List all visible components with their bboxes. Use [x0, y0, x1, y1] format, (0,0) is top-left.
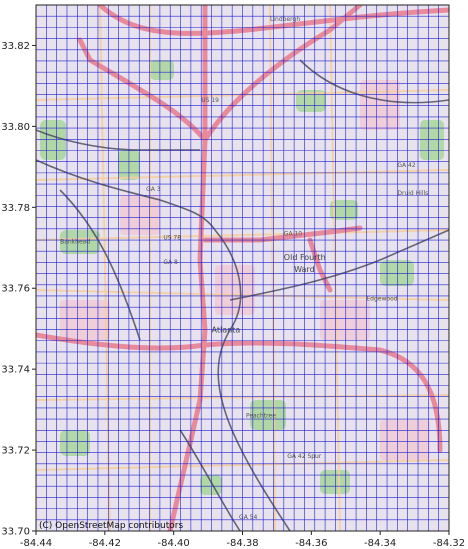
rail-line	[36, 129, 200, 151]
rail-line	[179, 429, 241, 531]
place-label: GA 54	[239, 514, 257, 521]
place-label: Lindbergh	[270, 16, 300, 23]
y-tick-label: 33.70	[1, 527, 30, 538]
place-label: Peachtree	[246, 413, 276, 420]
park-area	[380, 260, 414, 286]
interstate-road	[307, 237, 333, 293]
y-tick-label: 33.78	[1, 203, 30, 214]
y-tick-label: 33.72	[1, 446, 30, 457]
x-tick-label: -84.44	[20, 538, 52, 549]
rail-line	[299, 59, 449, 104]
interstate-road	[77, 37, 208, 143]
developed-area	[320, 300, 370, 340]
y-axis: 33.70 33.72 33.74 33.76 33.78 33.80 33.82	[1, 41, 36, 538]
primary-road	[269, 5, 276, 531]
park-area	[420, 120, 444, 160]
interstate-road	[167, 5, 208, 531]
place-label: Druid Hills	[397, 190, 428, 197]
rail-lines	[36, 59, 449, 531]
x-tick-label: -84.34	[364, 538, 396, 549]
map-attribution: (C) OpenStreetMap contributors	[39, 521, 183, 531]
park-area	[150, 60, 174, 80]
y-tick-label: 33.82	[1, 41, 30, 52]
interstates	[36, 5, 449, 531]
x-tick-label: -84.32	[433, 538, 465, 549]
developed-area	[360, 80, 400, 130]
place-label: Edgewood	[366, 295, 397, 302]
y-tick-label: 33.74	[1, 365, 30, 376]
x-tick-label: -84.38	[226, 538, 258, 549]
place-label: Atlanta	[212, 326, 241, 335]
interstate-road	[97, 5, 449, 36]
rail-line	[36, 159, 216, 231]
park-area	[60, 430, 90, 456]
x-tick-label: -84.42	[89, 538, 121, 549]
place-label: Old Fourth	[284, 253, 326, 262]
park-area	[330, 200, 358, 220]
developed-area	[215, 265, 255, 315]
park-area	[60, 230, 100, 254]
place-label: GA 10	[284, 231, 302, 238]
developed-area	[60, 300, 110, 340]
park-area	[296, 90, 326, 112]
interstate-road	[36, 332, 443, 453]
developed-area	[380, 420, 430, 460]
park-area	[320, 470, 350, 494]
park-area	[40, 120, 66, 160]
park-area	[200, 475, 222, 495]
place-label: US 78	[163, 235, 181, 242]
y-tick-label: 33.76	[1, 284, 30, 295]
place-label: Bankhead	[60, 239, 90, 246]
rail-line	[59, 189, 141, 341]
y-tick-label: 33.80	[1, 122, 30, 133]
x-axis: -84.44 -84.42 -84.40 -84.38 -84.36 -84.34 -84.…	[20, 531, 465, 549]
grid-overlay	[36, 5, 449, 531]
place-label: GA 3	[146, 186, 161, 193]
x-tick-label: -84.40	[158, 538, 190, 549]
place-label: US 19	[201, 97, 219, 104]
place-label: GA 42	[397, 162, 415, 169]
x-tick-label: -84.36	[295, 538, 327, 549]
rail-line	[214, 229, 291, 531]
park-area	[250, 400, 286, 430]
